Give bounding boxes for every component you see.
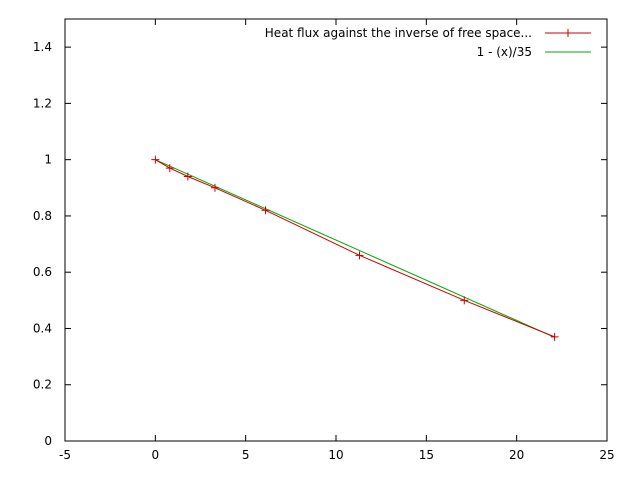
series-line-1	[155, 159, 555, 338]
x-axis: -5 0 5 10 15 20 25	[59, 19, 615, 462]
legend-label: Heat flux against the inverse of free sp…	[265, 26, 532, 40]
data-point-marker	[151, 155, 160, 164]
x-tick-label: 0	[152, 448, 160, 462]
data-point-marker	[183, 172, 192, 181]
data-point-marker	[165, 164, 174, 173]
legend-swatch-marker	[564, 29, 572, 37]
data-point-marker	[460, 296, 469, 305]
x-tick-label: 15	[419, 448, 434, 462]
y-tick-label: 1.4	[33, 40, 52, 54]
data-point-marker	[210, 183, 219, 192]
data-point-marker	[355, 251, 364, 260]
x-tick-label: 10	[328, 448, 343, 462]
y-axis: 0 0.2 0.4 0.6 0.8 1 1.2 1.4	[33, 40, 607, 448]
series-layer	[151, 155, 559, 341]
data-point-marker	[261, 206, 270, 215]
series-line-0	[155, 159, 555, 338]
data-point-marker	[550, 332, 559, 341]
x-tick-label: 5	[242, 448, 250, 462]
y-tick-label: 1.2	[33, 96, 52, 110]
y-tick-label: 0.2	[33, 378, 52, 392]
x-tick-label: -5	[59, 448, 71, 462]
x-tick-label: 25	[599, 448, 614, 462]
y-tick-label: 0	[44, 434, 52, 448]
y-tick-label: 1	[44, 153, 52, 167]
legend: Heat flux against the inverse of free sp…	[265, 26, 591, 59]
y-tick-label: 0.8	[33, 209, 52, 223]
y-tick-label: 0.6	[33, 265, 52, 279]
legend-label: 1 - (x)/35	[477, 45, 532, 59]
x-tick-label: 20	[509, 448, 524, 462]
y-tick-label: 0.4	[33, 321, 52, 335]
plot-frame	[64, 18, 608, 442]
